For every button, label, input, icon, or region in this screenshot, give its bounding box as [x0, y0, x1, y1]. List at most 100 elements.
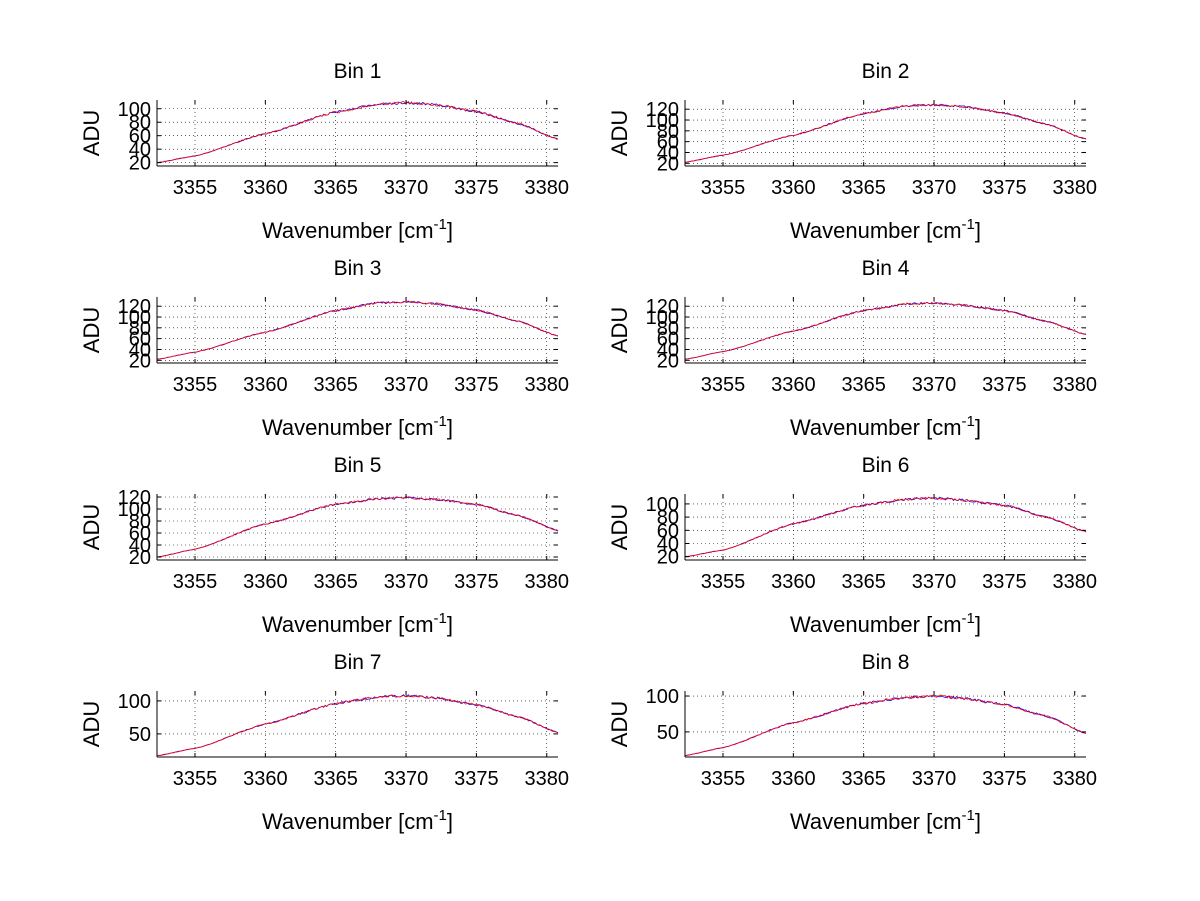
x-tick-label: 3370: [912, 768, 957, 790]
y-tick-label: 100: [118, 307, 151, 329]
y-tick-label: 80: [129, 112, 151, 134]
y-tick-label: 100: [646, 686, 679, 708]
x-axis-label-end: ]: [975, 809, 981, 834]
y-axis-label: ADU: [607, 504, 632, 550]
subplot-7: 3355 3360 3365 3370 3375 3380 50 100 Bin 7 ADU Wav…: [79, 651, 569, 834]
x-axis-label-end: ]: [975, 415, 981, 440]
x-axis-label-main: Wavenumber [cm: [790, 612, 962, 637]
y-tick-label: 100: [646, 110, 679, 132]
x-axis-label-end: ]: [975, 218, 981, 243]
x-tick-label: 3360: [243, 177, 288, 199]
y-tick-label: 60: [657, 520, 679, 542]
x-axis-label-superscript: -1: [434, 413, 447, 430]
series-line-red: [684, 301, 1087, 360]
x-axis-label-end: ]: [447, 612, 453, 637]
x-tick-label: 3360: [243, 768, 288, 790]
x-axis-label: Wavenumber [cm-1]: [790, 216, 981, 243]
x-tick-label: 3380: [524, 374, 569, 396]
x-tick-label: 3375: [982, 768, 1027, 790]
x-tick-label: 3375: [454, 177, 499, 199]
subplot-title: Bin 4: [862, 257, 910, 280]
x-tick-label: 3355: [701, 374, 746, 396]
y-tick-label: 40: [129, 535, 151, 557]
y-tick-label: 60: [129, 329, 151, 351]
plot-area: [157, 297, 558, 363]
y-tick-label: 60: [129, 126, 151, 148]
x-tick-label: 3370: [384, 177, 429, 199]
subplot-title: Bin 8: [862, 651, 910, 674]
y-tick-label: 50: [657, 722, 679, 744]
x-tick-label: 3365: [841, 177, 886, 199]
x-tick-label: 3380: [1052, 374, 1097, 396]
y-tick-label: 100: [118, 691, 151, 713]
y-tick-label: 60: [657, 329, 679, 351]
x-axis-label: Wavenumber [cm-1]: [262, 216, 453, 243]
x-tick-label: 3375: [982, 374, 1027, 396]
plot-area: [157, 494, 558, 560]
x-axis-label: Wavenumber [cm-1]: [262, 610, 453, 637]
y-tick-label: 100: [118, 499, 151, 521]
x-tick-label: 3360: [243, 571, 288, 593]
x-tick-label: 3380: [524, 768, 569, 790]
x-tick-label: 3355: [701, 768, 746, 790]
x-axis-label-main: Wavenumber [cm: [790, 218, 962, 243]
plot-area: [685, 494, 1086, 560]
series-line-red: [685, 496, 1087, 558]
x-tick-label: 3380: [1052, 177, 1097, 199]
x-axis-label-superscript: -1: [962, 216, 975, 233]
plot-area: [685, 691, 1086, 757]
subplot-8: 3355 3360 3365 3370 3375 3380 50 100 Bin 8 ADU Wav…: [607, 651, 1097, 834]
x-axis-label-superscript: -1: [962, 610, 975, 627]
y-axis-label: ADU: [607, 307, 632, 353]
x-axis-label-superscript: -1: [434, 610, 447, 627]
x-tick-label: 3355: [173, 768, 218, 790]
series-line-red: [156, 694, 559, 756]
y-tick-label: 100: [118, 99, 151, 121]
y-tick-label: 80: [657, 318, 679, 340]
y-tick-label: 120: [646, 99, 679, 121]
x-tick-label: 3365: [841, 571, 886, 593]
y-axis-label: ADU: [79, 504, 104, 550]
x-tick-label: 3380: [524, 177, 569, 199]
x-tick-label: 3370: [912, 374, 957, 396]
y-tick-label: 20: [657, 153, 679, 175]
y-tick-label: 100: [646, 494, 679, 516]
x-tick-label: 3375: [454, 571, 499, 593]
x-tick-label: 3365: [313, 177, 358, 199]
x-tick-label: 3375: [982, 571, 1027, 593]
x-axis-label: Wavenumber [cm-1]: [262, 807, 453, 834]
plot-area: [157, 691, 558, 757]
x-axis-label-superscript: -1: [434, 216, 447, 233]
y-tick-label: 20: [657, 350, 679, 372]
x-tick-label: 3380: [524, 571, 569, 593]
x-tick-label: 3365: [313, 768, 358, 790]
x-tick-label: 3370: [384, 374, 429, 396]
x-axis-label-end: ]: [447, 809, 453, 834]
x-tick-label: 3370: [912, 571, 957, 593]
x-axis-label: Wavenumber [cm-1]: [790, 807, 981, 834]
y-axis-label: ADU: [607, 701, 632, 747]
x-axis-label: Wavenumber [cm-1]: [262, 413, 453, 440]
x-tick-label: 3370: [384, 571, 429, 593]
x-tick-label: 3375: [982, 177, 1027, 199]
x-axis-label: Wavenumber [cm-1]: [790, 413, 981, 440]
y-tick-label: 60: [129, 523, 151, 545]
subplot-title: Bin 1: [334, 60, 382, 83]
x-tick-label: 3360: [771, 571, 816, 593]
plot-area: [157, 100, 558, 166]
y-tick-label: 100: [646, 307, 679, 329]
y-tick-label: 40: [657, 142, 679, 164]
x-axis-label-main: Wavenumber [cm: [262, 218, 434, 243]
x-axis-label-main: Wavenumber [cm: [262, 612, 434, 637]
x-axis-label-main: Wavenumber [cm: [262, 809, 434, 834]
x-tick-label: 3380: [1052, 571, 1097, 593]
subplot-title: Bin 2: [862, 60, 910, 83]
y-axis-label: ADU: [79, 110, 104, 156]
x-axis-label: Wavenumber [cm-1]: [790, 610, 981, 637]
plot-area: [685, 297, 1086, 363]
series-line-red: [684, 103, 1087, 163]
